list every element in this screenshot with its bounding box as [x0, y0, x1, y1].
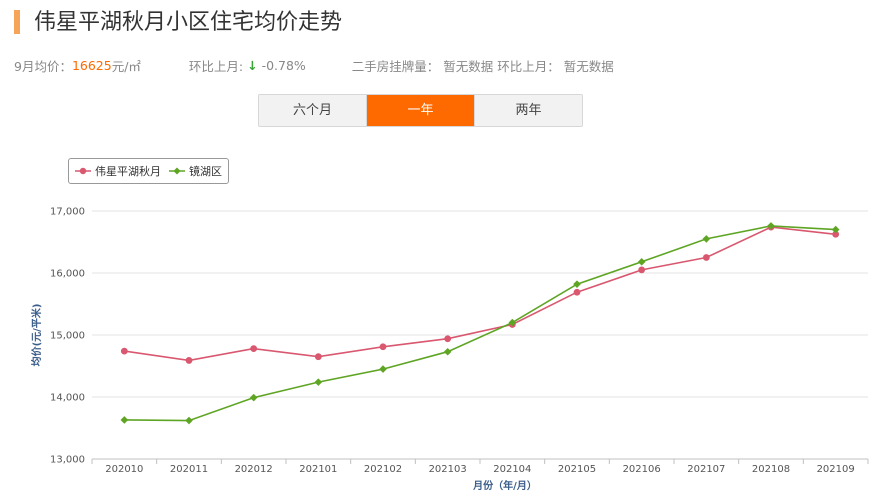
series-point-1: [249, 393, 258, 402]
x-tick-label: 202010: [105, 464, 143, 475]
y-tick-label: 15,000: [50, 331, 85, 342]
listing-value: 暂无数据: [443, 59, 494, 74]
price-unit: 元/㎡: [111, 59, 141, 74]
x-tick-label: 202108: [752, 464, 790, 475]
series-point-1: [379, 365, 387, 373]
x-tick-label: 202106: [623, 464, 661, 475]
y-axis-title: 均价(元/平米): [30, 304, 43, 367]
series-point-1: [573, 280, 581, 288]
x-tick-label: 202109: [817, 464, 855, 475]
legend-diamond-icon: [169, 167, 185, 175]
x-tick-label: 202012: [235, 464, 273, 475]
mom-label: 环比上月:: [188, 59, 244, 74]
x-tick-label: 202102: [364, 464, 402, 475]
series-point-0: [379, 343, 387, 351]
series-point-1: [702, 235, 711, 243]
series-line-1: [124, 225, 836, 422]
page-title: 伟星平湖秋月小区住宅均价走势: [34, 10, 343, 35]
x-tick-label: 202103: [429, 464, 467, 475]
series-point-0: [185, 357, 193, 364]
series-point-1: [831, 225, 840, 234]
tab-one-year[interactable]: 一年: [367, 95, 475, 126]
y-tick-label: 13,000: [50, 455, 85, 466]
series-point-0: [120, 347, 128, 355]
x-tick-label: 202011: [170, 464, 208, 475]
down-arrow-icon: ↓: [247, 58, 258, 73]
listing-mom-label: 环比上月：: [497, 59, 560, 74]
series-point-0: [832, 230, 840, 238]
series-point-0: [314, 353, 322, 361]
chart-legend: 伟星平湖秋月 镜湖区: [68, 158, 229, 184]
series-point-1: [508, 318, 517, 327]
listing-mom-value: 暂无数据: [563, 59, 614, 74]
series-line-0: [124, 226, 836, 362]
series-point-1: [185, 416, 193, 425]
price-stats: 9月均价：16625元/㎡ 环比上月: ↓ -0.78% 二手房挂牌量： 暂无数…: [14, 56, 614, 75]
series-point-1: [314, 378, 323, 386]
legend-item-community[interactable]: 伟星平湖秋月: [75, 163, 161, 179]
series-point-0: [702, 254, 710, 261]
series-point-1: [637, 258, 646, 266]
series-point-0: [250, 345, 258, 353]
title-accent-bar: [14, 10, 20, 34]
series-point-1: [120, 416, 129, 424]
series-point-1: [443, 347, 452, 356]
y-tick-label: 16,000: [50, 269, 85, 280]
x-tick-label: 202101: [299, 464, 337, 475]
x-tick-label: 202104: [493, 464, 531, 475]
x-tick-label: 202107: [687, 464, 725, 475]
y-tick-label: 14,000: [50, 393, 85, 404]
legend-label-community: 伟星平湖秋月: [95, 165, 161, 178]
x-axis-title: 月份（年/月）: [472, 479, 537, 492]
series-point-0: [573, 288, 581, 296]
period-tabs: 六个月 一年 两年: [258, 94, 583, 127]
listing-label: 二手房挂牌量：: [351, 59, 440, 74]
x-tick-label: 202105: [558, 464, 596, 475]
series-point-1: [767, 222, 775, 230]
month-price-value: 16625: [71, 58, 112, 73]
legend-circle-icon: [75, 167, 91, 175]
legend-label-district: 镜湖区: [189, 165, 222, 178]
series-point-0: [444, 335, 452, 343]
y-tick-label: 17,000: [50, 207, 85, 218]
month-price-label: 9月均价：: [14, 59, 72, 74]
mom-value: -0.78%: [261, 58, 306, 73]
series-point-0: [638, 266, 646, 274]
tab-six-months[interactable]: 六个月: [259, 95, 367, 126]
tab-two-years[interactable]: 两年: [475, 95, 582, 126]
legend-item-district[interactable]: 镜湖区: [169, 163, 222, 179]
